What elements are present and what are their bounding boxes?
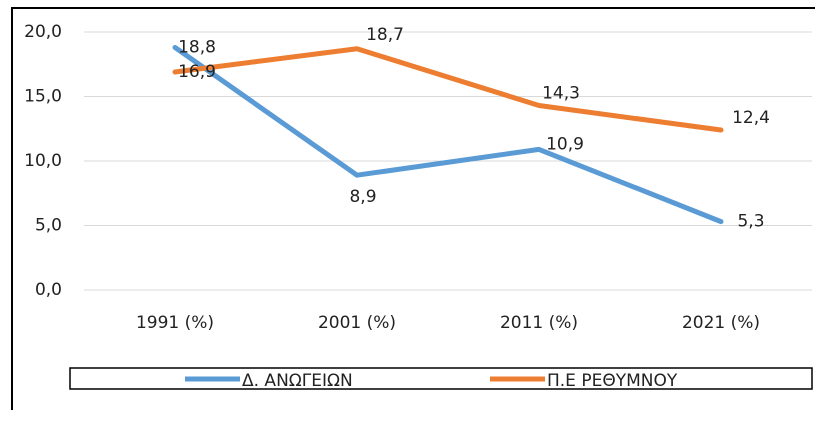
legend-box	[69, 367, 813, 390]
data-label: 12,4	[732, 108, 770, 128]
legend-label: Π.Ε ΡΕΘΥΜΝΟΥ	[547, 371, 678, 391]
data-label: 16,9	[178, 62, 216, 82]
x-tick-label: 1991 (%)	[136, 313, 214, 333]
series-line	[172, 46, 724, 133]
data-label: 18,7	[366, 25, 404, 45]
y-tick-label: 10,0	[24, 151, 62, 171]
data-label: 5,3	[737, 212, 764, 232]
data-label: 8,9	[349, 187, 376, 207]
y-tick-label: 5,0	[35, 216, 62, 236]
x-tick-label: 2001 (%)	[318, 313, 396, 333]
y-tick-label: 0,0	[35, 280, 62, 300]
data-label: 14,3	[542, 84, 580, 104]
data-label: 10,9	[546, 134, 584, 154]
x-tick-label: 2011 (%)	[500, 313, 578, 333]
data-label: 18,8	[178, 37, 216, 57]
x-tick-label: 2021 (%)	[682, 313, 760, 333]
legend-label: Δ. ΑΝΩΓΕΙΩΝ	[242, 371, 353, 391]
y-tick-label: 20,0	[24, 22, 62, 42]
chart-frame	[11, 7, 815, 410]
y-tick-label: 15,0	[24, 87, 62, 107]
series-line	[172, 44, 724, 225]
